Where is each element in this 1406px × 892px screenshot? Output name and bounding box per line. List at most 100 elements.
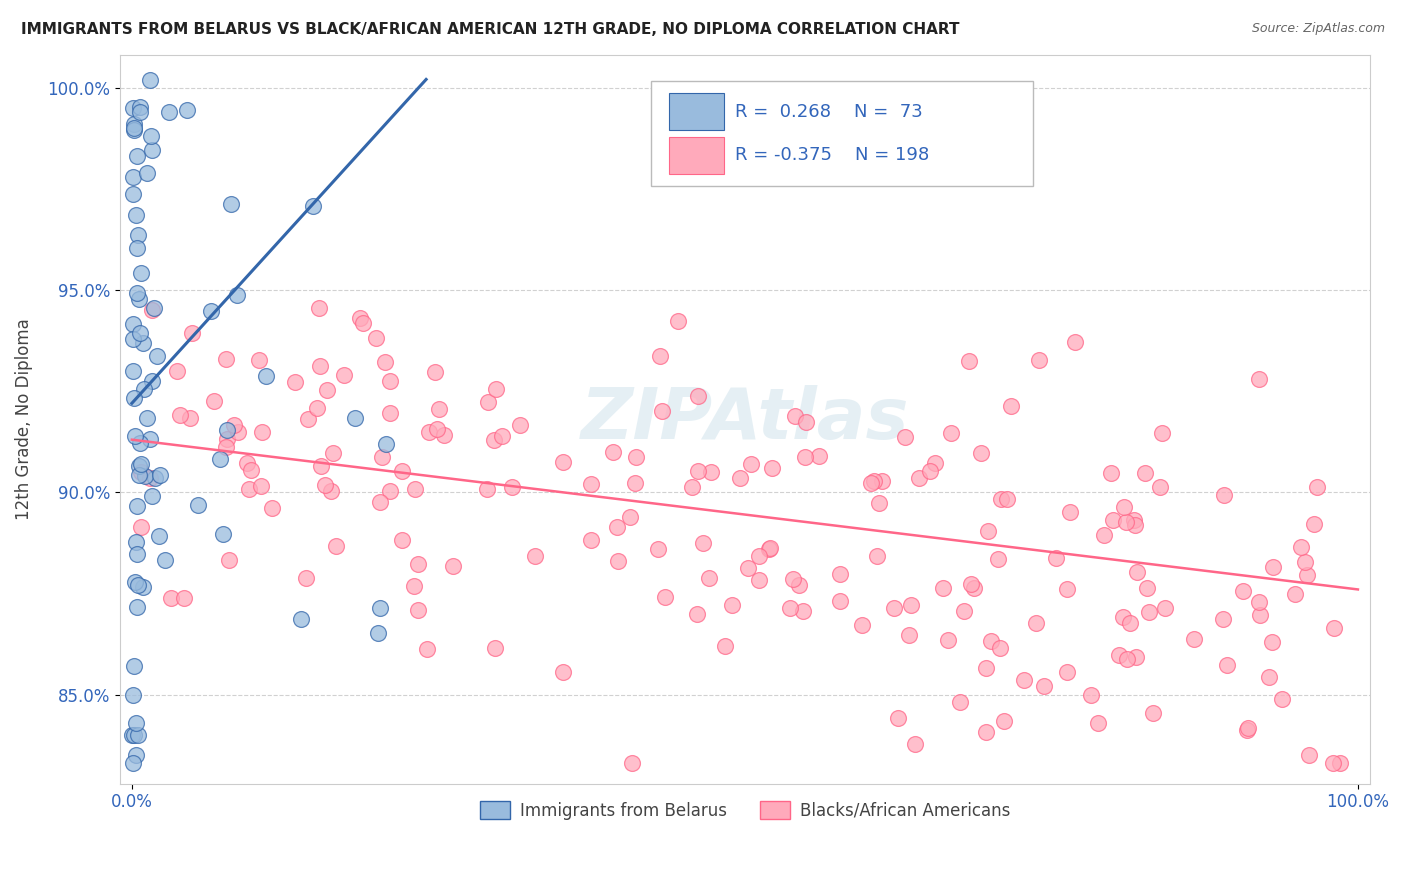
Point [124, 728, 146, 742]
Point [740, 457, 762, 471]
Point [553, 455, 575, 469]
Point [1056, 582, 1078, 596]
Point [122, 332, 145, 346]
Point [980, 634, 1002, 648]
Point [1115, 515, 1137, 529]
Point [688, 389, 710, 403]
Text: ZIPAtlas: ZIPAtlas [581, 385, 910, 454]
Point [125, 547, 148, 561]
Point [579, 476, 602, 491]
Point [1125, 518, 1147, 533]
Point [129, 266, 152, 280]
Point [1092, 528, 1115, 542]
Point [1108, 648, 1130, 663]
Point [129, 100, 152, 114]
Point [127, 285, 149, 300]
Point [1216, 658, 1239, 673]
Point [124, 716, 146, 731]
Point [127, 728, 149, 742]
Point [920, 464, 942, 478]
Point [957, 354, 980, 368]
Point [128, 458, 150, 473]
Point [697, 571, 720, 585]
Point [748, 573, 770, 587]
Point [319, 483, 342, 498]
Point [238, 483, 260, 497]
Point [131, 465, 153, 479]
Point [1136, 581, 1159, 595]
Point [1329, 756, 1351, 771]
Point [1249, 607, 1271, 622]
Point [1212, 612, 1234, 626]
Point [129, 326, 152, 340]
Point [952, 605, 974, 619]
Point [308, 359, 330, 374]
Point [247, 353, 270, 368]
Point [970, 446, 993, 460]
Point [352, 317, 374, 331]
Point [651, 404, 673, 418]
Point [960, 576, 983, 591]
Point [524, 549, 547, 563]
Point [202, 393, 225, 408]
Point [484, 640, 506, 655]
Point [148, 529, 170, 543]
Point [308, 301, 330, 316]
Point [624, 476, 647, 491]
Point [908, 471, 931, 485]
Text: IMMIGRANTS FROM BELARUS VS BLACK/AFRICAN AMERICAN 12TH GRADE, NO DIPLOMA CORRELA: IMMIGRANTS FROM BELARUS VS BLACK/AFRICAN… [21, 22, 959, 37]
Point [136, 165, 159, 179]
Point [295, 571, 318, 585]
Point [686, 464, 709, 478]
Point [761, 460, 783, 475]
Point [686, 607, 709, 621]
Point [418, 425, 440, 439]
Point [343, 411, 366, 425]
Text: R = -0.375    N = 198: R = -0.375 N = 198 [735, 146, 929, 164]
Point [127, 578, 149, 592]
Point [283, 375, 305, 389]
Point [1261, 560, 1284, 574]
Point [1028, 353, 1050, 368]
Point [122, 364, 145, 378]
Point [501, 480, 523, 494]
Point [807, 449, 830, 463]
Point [579, 533, 602, 547]
Text: Source: ZipAtlas.com: Source: ZipAtlas.com [1251, 22, 1385, 36]
Point [993, 714, 1015, 728]
Point [222, 417, 245, 432]
Point [477, 483, 499, 497]
Point [904, 737, 927, 751]
Point [212, 527, 235, 541]
Point [441, 558, 464, 573]
Point [132, 382, 155, 396]
Point [378, 406, 401, 420]
Point [647, 541, 669, 556]
Point [758, 541, 780, 556]
Point [626, 450, 648, 465]
Point [1119, 615, 1142, 630]
Point [333, 368, 356, 382]
Point [1087, 715, 1109, 730]
Point [866, 549, 889, 563]
Point [426, 422, 449, 436]
FancyBboxPatch shape [669, 136, 724, 174]
Point [309, 458, 332, 473]
Point [1102, 512, 1125, 526]
Point [128, 292, 150, 306]
Point [125, 209, 148, 223]
Point [1114, 500, 1136, 514]
Point [307, 401, 329, 416]
Point [1213, 488, 1236, 502]
Point [125, 241, 148, 255]
Point [124, 574, 146, 589]
Point [936, 632, 959, 647]
Point [1247, 372, 1270, 386]
Point [404, 579, 426, 593]
Point [218, 552, 240, 566]
Point [477, 395, 499, 409]
Point [1150, 425, 1173, 440]
Point [153, 553, 176, 567]
Point [141, 489, 163, 503]
Point [146, 350, 169, 364]
